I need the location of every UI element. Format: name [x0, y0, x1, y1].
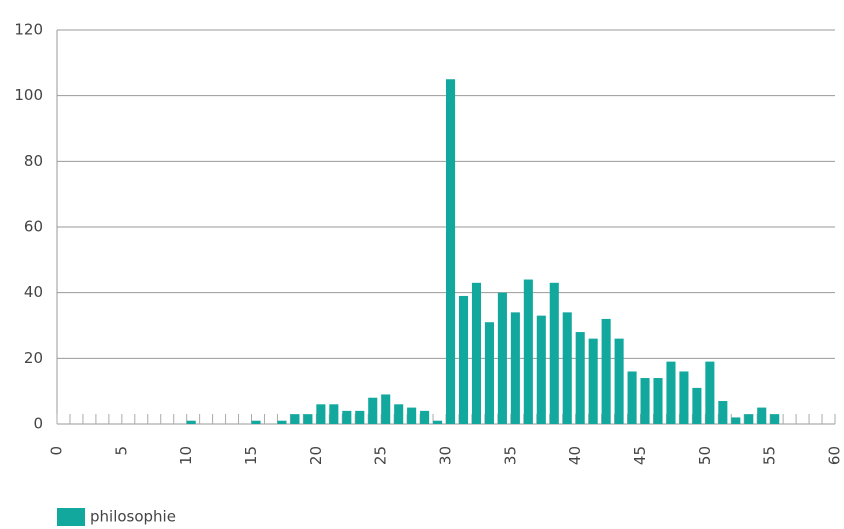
bar [562, 312, 572, 424]
bar [458, 295, 469, 424]
bar [290, 414, 300, 424]
bar [692, 387, 702, 424]
y-tick-label: 0 [33, 415, 43, 433]
bar [601, 318, 611, 424]
bar [484, 322, 494, 424]
bar [744, 414, 754, 424]
bar [705, 361, 715, 424]
bar [471, 282, 482, 424]
bar [446, 79, 456, 424]
x-tick-label: 15 [242, 446, 260, 465]
bar [368, 397, 378, 424]
bar [523, 279, 533, 424]
y-tick-label: 80 [24, 152, 43, 170]
bar [251, 420, 261, 424]
bar [731, 417, 741, 424]
bar [549, 282, 559, 424]
bar [329, 404, 339, 424]
bar [186, 420, 196, 424]
y-tick-label: 100 [14, 86, 43, 104]
x-tick-label: 50 [696, 446, 714, 465]
x-tick-label: 40 [566, 446, 584, 465]
bar [757, 407, 767, 424]
bar [679, 371, 689, 424]
x-tick-label: 5 [112, 446, 130, 456]
legend-swatch [57, 508, 85, 526]
y-tick-label: 60 [24, 218, 43, 236]
x-tick-label: 10 [177, 446, 195, 465]
bar [770, 414, 780, 424]
bar [433, 420, 443, 424]
bar [277, 420, 287, 424]
bar [575, 332, 585, 424]
bar [718, 401, 728, 424]
bar [316, 404, 326, 424]
x-tick-label: 25 [372, 446, 390, 465]
x-tick-label: 55 [761, 446, 779, 465]
bar [588, 338, 598, 424]
bar [407, 407, 417, 424]
bar [510, 312, 520, 424]
y-tick-label: 40 [24, 283, 43, 301]
bar [653, 378, 663, 424]
y-tick-label: 120 [14, 21, 43, 39]
bar [420, 410, 430, 424]
bar [497, 292, 507, 424]
bar [627, 371, 637, 424]
bar [536, 315, 546, 424]
bar [640, 378, 650, 424]
bar [342, 410, 352, 424]
x-tick-label: 35 [501, 446, 519, 465]
y-tick-label: 20 [24, 349, 43, 367]
bar [355, 410, 365, 424]
bar [394, 404, 404, 424]
legend-label: philosophie [90, 508, 176, 526]
x-tick-label: 60 [826, 446, 844, 465]
x-tick-label: 0 [48, 446, 66, 456]
x-tick-label: 20 [307, 446, 325, 465]
bar [614, 338, 624, 424]
bar [666, 361, 676, 424]
bar [303, 414, 313, 424]
x-tick-label: 45 [631, 446, 649, 465]
bar [381, 394, 391, 424]
x-tick-label: 30 [437, 446, 455, 465]
